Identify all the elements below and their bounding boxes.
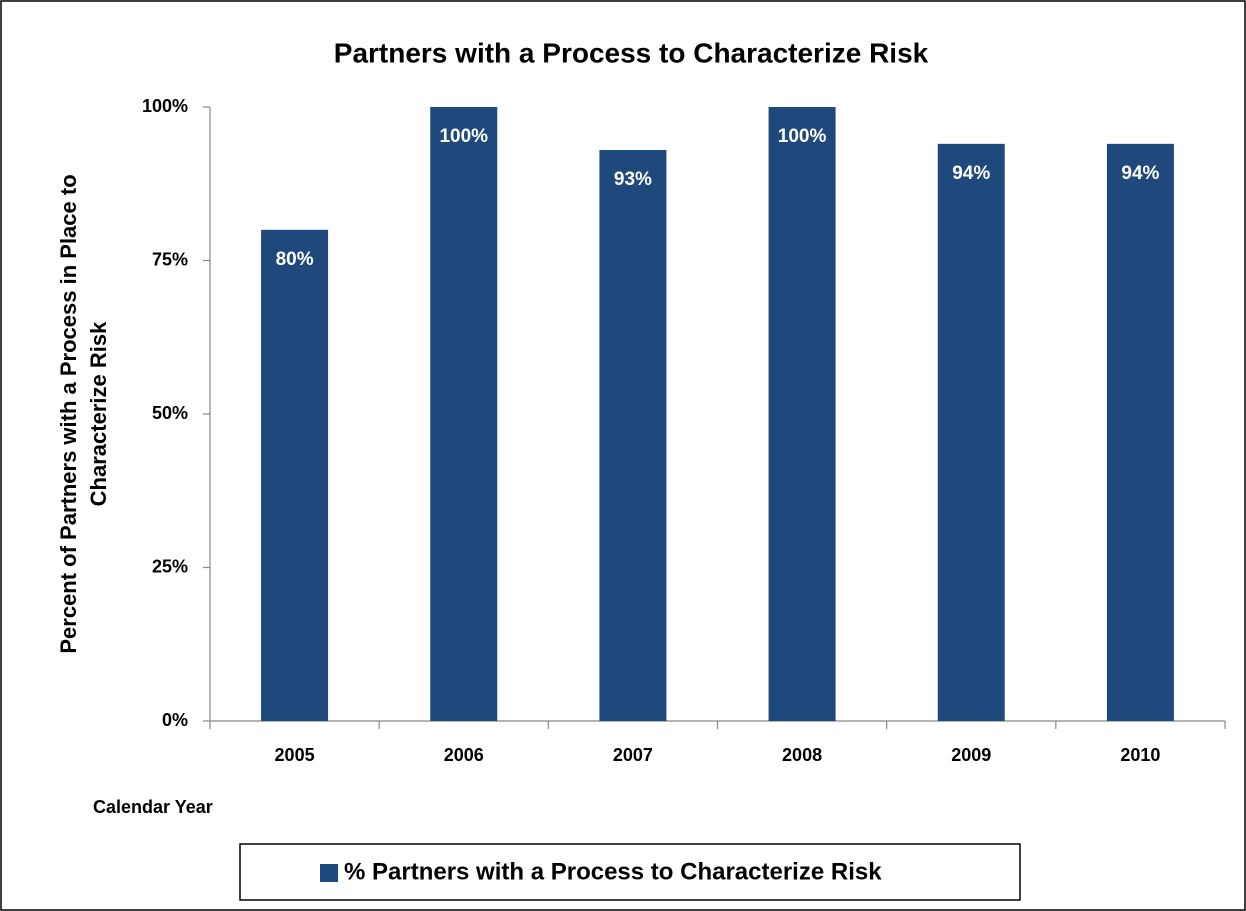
x-tick-label: 2008 xyxy=(782,745,822,765)
y-axis-label-line: Characterize Risk xyxy=(86,321,111,506)
data-label: 94% xyxy=(1121,163,1159,184)
x-tick-label: 2006 xyxy=(444,745,484,765)
data-label: 80% xyxy=(276,249,314,270)
data-label: 100% xyxy=(439,126,488,147)
y-axis-label: Percent of Partners with a Process in Pl… xyxy=(56,174,111,653)
y-tick-label: 75% xyxy=(152,249,188,269)
y-tick-label: 100% xyxy=(142,96,188,116)
bar xyxy=(261,229,329,722)
bar xyxy=(768,107,836,721)
y-tick-label: 25% xyxy=(152,556,188,576)
x-tick-label: 2007 xyxy=(613,745,653,765)
x-tick-label: 2005 xyxy=(275,745,315,765)
legend-swatch xyxy=(320,864,338,882)
bar xyxy=(1106,143,1174,722)
legend-box xyxy=(239,843,1021,901)
bar xyxy=(937,143,1005,722)
x-axis-label: Calendar Year xyxy=(93,797,213,817)
data-label: 94% xyxy=(952,163,990,184)
chart-title: Partners with a Process to Characterize … xyxy=(334,37,929,68)
legend-label: % Partners with a Process to Characteriz… xyxy=(344,858,882,885)
bar xyxy=(599,149,667,722)
y-axis-label-line: Percent of Partners with a Process in Pl… xyxy=(56,174,81,653)
data-label: 100% xyxy=(778,126,827,147)
bar xyxy=(430,107,498,721)
x-tick-label: 2010 xyxy=(1120,745,1160,765)
data-label: 93% xyxy=(614,169,652,190)
y-tick-label: 0% xyxy=(162,710,188,730)
y-tick-label: 50% xyxy=(152,403,188,423)
x-tick-label: 2009 xyxy=(951,745,991,765)
